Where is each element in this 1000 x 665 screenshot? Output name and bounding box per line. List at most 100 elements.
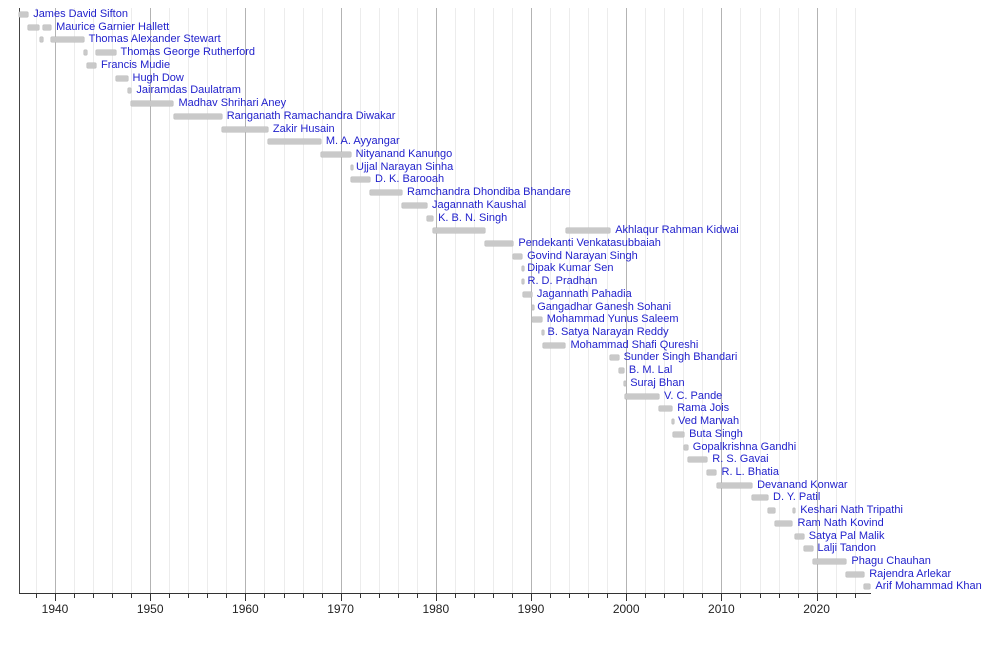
timeline-bar bbox=[687, 457, 708, 463]
gridline-minor bbox=[188, 8, 190, 593]
x-axis-tick bbox=[188, 594, 190, 598]
x-axis-tick bbox=[340, 594, 342, 601]
governor-label[interactable]: Maurice Garnier Hallett bbox=[56, 20, 170, 33]
gridline-minor bbox=[131, 8, 133, 593]
governor-label[interactable]: R. D. Pradhan bbox=[527, 275, 598, 288]
governor-label[interactable]: Madhav Shrihari Aney bbox=[178, 97, 287, 109]
governor-label[interactable]: Buta Singh bbox=[689, 427, 743, 440]
governor-label[interactable]: Ujjal Narayan Sinha bbox=[356, 160, 454, 173]
governor-label[interactable]: Dipak Kumar Sen bbox=[527, 262, 614, 275]
timeline-bar bbox=[127, 88, 132, 94]
x-axis-tick bbox=[416, 594, 418, 598]
timeline-bar bbox=[623, 380, 626, 386]
governor-label[interactable]: Lalji Tandon bbox=[817, 542, 877, 555]
x-axis-tick bbox=[226, 594, 228, 598]
gridline-minor bbox=[112, 8, 114, 593]
timeline-bar bbox=[752, 495, 769, 501]
governor-label[interactable]: Ramchandra Dhondiba Bhandare bbox=[407, 186, 571, 199]
governor-label[interactable]: Rajendra Arlekar bbox=[869, 567, 952, 580]
gridline-major bbox=[245, 8, 247, 593]
governor-label[interactable]: Jagannath Pahadia bbox=[536, 287, 632, 300]
timeline-bar bbox=[768, 508, 775, 514]
gridline-minor bbox=[835, 8, 837, 593]
gridline-minor bbox=[321, 8, 323, 593]
governor-label[interactable]: Devanand Konwar bbox=[757, 478, 848, 491]
gridline-major bbox=[721, 8, 723, 593]
x-axis-tick bbox=[740, 594, 742, 598]
gridline-minor bbox=[778, 8, 780, 593]
governor-label[interactable]: D. Y. Patil bbox=[773, 491, 821, 504]
governor-label[interactable]: Gangadhar Ganesh Sohani bbox=[537, 300, 672, 313]
governor-label[interactable]: Suraj Bhan bbox=[630, 376, 685, 389]
governor-label[interactable]: Satya Pal Malik bbox=[808, 529, 885, 542]
governor-label[interactable]: Arif Mohammad Khan bbox=[875, 580, 982, 593]
timeline-bar bbox=[87, 62, 96, 68]
governor-label[interactable]: Ranganath Ramachandra Diwakar bbox=[226, 109, 396, 122]
x-axis-tick bbox=[854, 594, 856, 598]
governor-label[interactable]: V. C. Pande bbox=[664, 389, 723, 402]
governor-label[interactable]: D. K. Barooah bbox=[375, 173, 445, 186]
gridline-minor bbox=[226, 8, 228, 593]
governor-label[interactable]: Nityanand Kanungo bbox=[355, 147, 453, 160]
timeline-bar bbox=[846, 571, 865, 577]
governor-label[interactable]: Mohammad Shafi Qureshi bbox=[570, 338, 699, 351]
governor-label[interactable]: James David Sifton bbox=[33, 8, 128, 20]
timeline-bar bbox=[792, 508, 796, 514]
governor-label[interactable]: Thomas George Rutherford bbox=[120, 46, 256, 59]
x-axis-tick bbox=[835, 594, 837, 598]
governor-label[interactable]: Rama Jois bbox=[677, 402, 730, 415]
timeline-bar bbox=[673, 431, 684, 437]
governor-label[interactable]: Thomas Alexander Stewart bbox=[88, 33, 221, 46]
x-axis-tick bbox=[512, 594, 513, 598]
governor-label[interactable]: Francis Mudie bbox=[101, 58, 171, 71]
timeline-bar bbox=[795, 533, 804, 539]
governor-label[interactable]: Gopalkrishna Gandhi bbox=[692, 440, 797, 453]
governor-label[interactable]: Akhlaqur Rahman Kidwai bbox=[615, 224, 739, 237]
x-axis-tick bbox=[283, 594, 285, 598]
governor-label[interactable]: Mohammad Yunus Saleem bbox=[546, 313, 679, 326]
timeline-bar bbox=[39, 37, 43, 43]
timeline-bar bbox=[565, 228, 611, 234]
governor-label[interactable]: Keshari Nath Tripathi bbox=[800, 504, 903, 517]
timeline-bar bbox=[803, 546, 813, 552]
governor-label[interactable]: Ved Marwah bbox=[678, 415, 740, 427]
governor-label[interactable]: B. M. Lal bbox=[628, 364, 673, 377]
x-axis-tick-label: 1990 bbox=[517, 602, 545, 616]
gridline-major bbox=[626, 8, 628, 593]
gridline-minor bbox=[492, 8, 494, 593]
gridline-minor bbox=[740, 8, 742, 593]
timeline-bar bbox=[402, 202, 427, 208]
governor-label[interactable]: K. B. N. Singh bbox=[438, 211, 508, 224]
governor-label[interactable]: M. A. Ayyangar bbox=[325, 135, 400, 148]
governor-label[interactable]: Jairamdas Daulatram bbox=[136, 84, 241, 97]
governor-label[interactable]: Zakir Husain bbox=[272, 122, 335, 135]
timeline-bar bbox=[659, 406, 673, 412]
governor-label[interactable]: Jagannath Kaushal bbox=[432, 198, 527, 211]
x-axis-tick bbox=[645, 594, 647, 598]
gridline-major bbox=[55, 8, 56, 593]
governor-label[interactable]: Govind Narayan Singh bbox=[527, 249, 638, 262]
x-axis-tick-label: 2010 bbox=[708, 602, 735, 616]
gridline-minor bbox=[797, 8, 799, 593]
x-axis-tick-label: 2020 bbox=[803, 602, 830, 616]
x-axis-tick-label: 1960 bbox=[232, 602, 259, 616]
governor-label[interactable]: Pendekanti Venkatasubbaiah bbox=[518, 237, 661, 249]
timeline-bar bbox=[774, 520, 793, 526]
gridline-major bbox=[340, 8, 342, 593]
governor-label[interactable]: R. S. Gavai bbox=[712, 453, 769, 466]
gridline-minor bbox=[702, 8, 704, 593]
x-axis-tick bbox=[245, 594, 247, 601]
x-axis-tick bbox=[626, 594, 628, 601]
governor-label[interactable]: R. L. Bhatia bbox=[721, 465, 779, 478]
governor-label[interactable]: B. Satya Narayan Reddy bbox=[547, 326, 669, 338]
x-axis-tick bbox=[359, 594, 361, 598]
x-axis-line bbox=[19, 593, 871, 594]
gridline-minor bbox=[454, 8, 456, 593]
timeline-bar bbox=[83, 50, 88, 56]
governor-label[interactable]: Hugh Dow bbox=[132, 71, 184, 84]
governor-label[interactable]: Phagu Chauhan bbox=[851, 555, 931, 567]
governor-label[interactable]: Sunder Singh Bhandari bbox=[623, 351, 738, 364]
governor-label[interactable]: Ram Nath Kovind bbox=[797, 516, 884, 529]
timeline-start-line bbox=[19, 8, 21, 593]
x-axis-tick-label: 1950 bbox=[136, 602, 164, 616]
